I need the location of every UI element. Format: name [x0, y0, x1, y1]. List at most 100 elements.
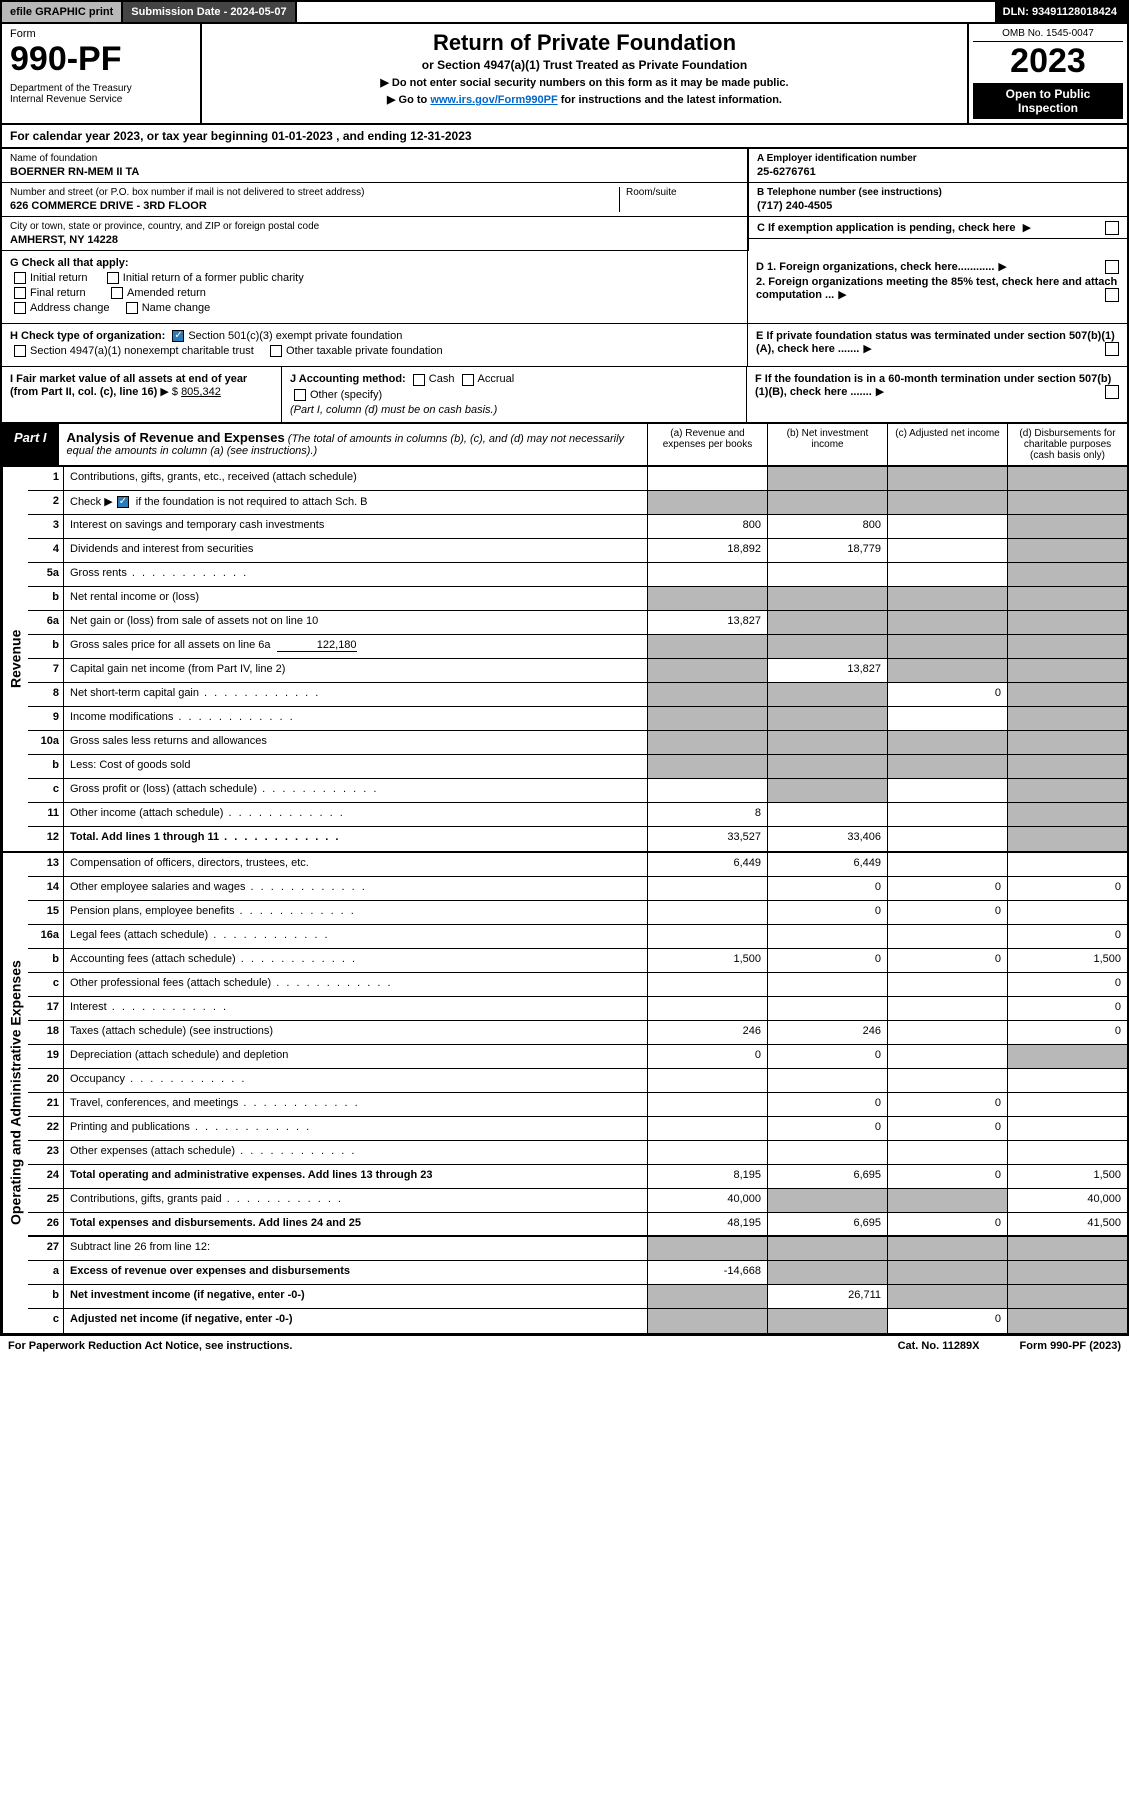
revenue-label: Revenue — [2, 467, 28, 851]
form-title: Return of Private Foundation — [208, 30, 961, 56]
check-501c3[interactable] — [172, 330, 184, 342]
row-18: 18Taxes (attach schedule) (see instructi… — [28, 1021, 1127, 1045]
phone-value: (717) 240-4505 — [757, 200, 1119, 212]
footer-mid: Cat. No. 11289X — [898, 1340, 980, 1352]
check-name-change[interactable] — [126, 302, 138, 314]
efile-label: efile GRAPHIC print — [2, 2, 123, 22]
box-i: I Fair market value of all assets at end… — [2, 367, 282, 421]
box-h-e-row: H Check type of organization: Section 50… — [0, 324, 1129, 367]
lbl-final: Final return — [30, 287, 86, 299]
col-c-head: (c) Adjusted net income — [887, 424, 1007, 465]
d2-checkbox[interactable] — [1105, 288, 1119, 302]
foundation-name: BOERNER RN-MEM II TA — [10, 166, 739, 178]
city-label: City or town, state or province, country… — [10, 221, 739, 232]
d1-checkbox[interactable] — [1105, 260, 1119, 274]
open-public: Open to Public Inspection — [973, 83, 1123, 119]
row-3: 3Interest on savings and temporary cash … — [28, 515, 1127, 539]
check-4947[interactable] — [14, 345, 26, 357]
row-21: 21Travel, conferences, and meetings00 — [28, 1093, 1127, 1117]
form-header: Form 990-PF Department of the Treasury I… — [0, 24, 1129, 125]
opex-section: Operating and Administrative Expenses 13… — [0, 853, 1129, 1335]
lbl-accrual: Accrual — [478, 373, 515, 385]
d1-label: D 1. Foreign organizations, check here..… — [756, 261, 994, 273]
omb-number: OMB No. 1545-0047 — [973, 28, 1123, 42]
check-amended[interactable] — [111, 287, 123, 299]
part1-title-cell: Analysis of Revenue and Expenses (The to… — [59, 424, 647, 465]
footer-right: Form 990-PF (2023) — [1020, 1340, 1121, 1352]
row-17: 17Interest0 — [28, 997, 1127, 1021]
lbl-name-change: Name change — [142, 302, 211, 314]
part1-header: Part I Analysis of Revenue and Expenses … — [0, 424, 1129, 467]
row-27a: aExcess of revenue over expenses and dis… — [28, 1261, 1127, 1285]
col-d-head: (d) Disbursements for charitable purpose… — [1007, 424, 1127, 465]
j-label: J Accounting method: — [290, 373, 406, 385]
check-addr-change[interactable] — [14, 302, 26, 314]
row-20: 20Occupancy — [28, 1069, 1127, 1093]
check-other[interactable] — [294, 389, 306, 401]
ein-value: 25-6276761 — [757, 166, 1119, 178]
header-center: Return of Private Foundation or Section … — [202, 24, 967, 123]
col-a-head: (a) Revenue and expenses per books — [647, 424, 767, 465]
foundation-info: Name of foundation BOERNER RN-MEM II TA … — [0, 149, 1129, 251]
box-j: J Accounting method: Cash Accrual Other … — [282, 367, 747, 421]
name-label: Name of foundation — [10, 153, 739, 164]
lbl-other: Other (specify) — [310, 389, 382, 401]
exempt-cell: C If exemption application is pending, c… — [749, 217, 1127, 239]
room-label: Room/suite — [626, 187, 739, 198]
e-checkbox[interactable] — [1105, 342, 1119, 356]
check-schb[interactable] — [117, 496, 129, 508]
revenue-section: Revenue 1Contributions, gifts, grants, e… — [0, 467, 1129, 853]
phone-label: B Telephone number (see instructions) — [757, 187, 1119, 198]
check-accrual[interactable] — [462, 374, 474, 386]
box-d: D 1. Foreign organizations, check here..… — [747, 251, 1127, 323]
line6b-amount: 122,180 — [277, 639, 357, 652]
dept-label: Department of the Treasury Internal Reve… — [10, 83, 192, 105]
phone-cell: B Telephone number (see instructions) (7… — [749, 183, 1127, 217]
footer-left: For Paperwork Reduction Act Notice, see … — [8, 1340, 292, 1352]
row-10b: bLess: Cost of goods sold — [28, 755, 1127, 779]
row-27b: bNet investment income (if negative, ent… — [28, 1285, 1127, 1309]
check-initial[interactable] — [14, 272, 26, 284]
lbl-other-taxable: Other taxable private foundation — [286, 345, 443, 357]
form-subtitle: or Section 4947(a)(1) Trust Treated as P… — [208, 58, 961, 72]
row-24: 24Total operating and administrative exp… — [28, 1165, 1127, 1189]
row-27c: cAdjusted net income (if negative, enter… — [28, 1309, 1127, 1333]
exempt-checkbox[interactable] — [1105, 221, 1119, 235]
check-cash[interactable] — [413, 374, 425, 386]
row-16a: 16aLegal fees (attach schedule)0 — [28, 925, 1127, 949]
box-e: E If private foundation status was termi… — [747, 324, 1127, 366]
f-checkbox[interactable] — [1105, 385, 1119, 399]
row-8: 8Net short-term capital gain0 — [28, 683, 1127, 707]
row-6b: bGross sales price for all assets on lin… — [28, 635, 1127, 659]
tax-year: 2023 — [973, 42, 1123, 81]
lbl-initial-former: Initial return of a former public charit… — [123, 272, 304, 284]
row-2: 2Check ▶ if the foundation is not requir… — [28, 491, 1127, 515]
row-22: 22Printing and publications00 — [28, 1117, 1127, 1141]
lbl-addr-change: Address change — [30, 302, 110, 314]
row-27: 27Subtract line 26 from line 12: — [28, 1237, 1127, 1261]
foundation-addr: 626 COMMERCE DRIVE - 3RD FLOOR — [10, 200, 619, 212]
instr2-link[interactable]: www.irs.gov/Form990PF — [430, 94, 557, 106]
row-12: 12Total. Add lines 1 through 1133,52733,… — [28, 827, 1127, 851]
address-cell: Number and street (or P.O. box number if… — [2, 183, 747, 217]
row-16c: cOther professional fees (attach schedul… — [28, 973, 1127, 997]
part1-tag: Part I — [2, 424, 59, 465]
check-initial-former[interactable] — [107, 272, 119, 284]
j-note: (Part I, column (d) must be on cash basi… — [290, 404, 738, 416]
box-g: G Check all that apply: Initial return I… — [2, 251, 747, 323]
row-23: 23Other expenses (attach schedule) — [28, 1141, 1127, 1165]
row-14: 14Other employee salaries and wages000 — [28, 877, 1127, 901]
form-number: 990-PF — [10, 40, 192, 79]
box-h: H Check type of organization: Section 50… — [2, 324, 747, 366]
check-other-taxable[interactable] — [270, 345, 282, 357]
submission-date: Submission Date - 2024-05-07 — [123, 2, 296, 22]
e-label: E If private foundation status was termi… — [756, 330, 1115, 355]
lbl-initial: Initial return — [30, 272, 87, 284]
d2-label: 2. Foreign organizations meeting the 85%… — [756, 276, 1117, 301]
lbl-501c3: Section 501(c)(3) exempt private foundat… — [188, 330, 402, 342]
header-left: Form 990-PF Department of the Treasury I… — [2, 24, 202, 123]
instr2-pre: ▶ Go to — [387, 94, 430, 106]
row-25: 25Contributions, gifts, grants paid40,00… — [28, 1189, 1127, 1213]
calendar-year-line: For calendar year 2023, or tax year begi… — [0, 125, 1129, 149]
check-final[interactable] — [14, 287, 26, 299]
